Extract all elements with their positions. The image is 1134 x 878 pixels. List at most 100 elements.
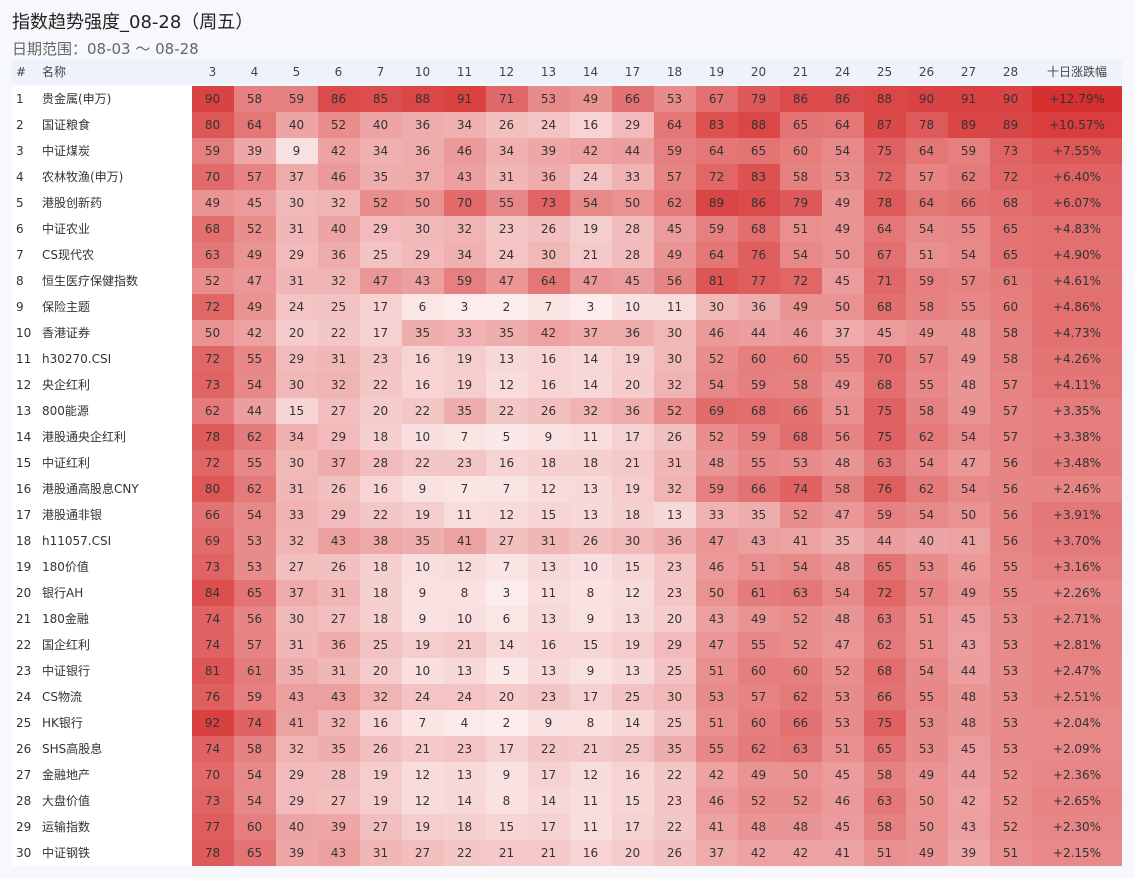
heat-cell: 25 xyxy=(654,710,696,736)
heat-cell: 56 xyxy=(990,528,1032,554)
heat-cell: 31 xyxy=(654,450,696,476)
heat-cell: 42 xyxy=(318,138,360,164)
heat-cell: 36 xyxy=(318,242,360,268)
heat-cell: 49 xyxy=(570,86,612,112)
heat-cell: 64 xyxy=(696,138,738,164)
table-row: 16 港股通高股息CNY 80 62 31 26 16 9 7 7 12 13 19 32 59 66 74 58… xyxy=(12,476,1122,502)
heat-cell: 35 xyxy=(318,736,360,762)
heat-cell: 30 xyxy=(276,606,318,632)
heat-cell: 62 xyxy=(654,190,696,216)
heat-cell: 42 xyxy=(234,320,276,346)
heat-cell: 66 xyxy=(738,476,780,502)
heat-cell: 32 xyxy=(276,528,318,554)
change-cell: +4.61% xyxy=(1032,268,1122,294)
heat-cell: 24 xyxy=(444,684,486,710)
heat-cell: 22 xyxy=(318,320,360,346)
heat-cell: 63 xyxy=(780,736,822,762)
heat-cell: 84 xyxy=(192,580,234,606)
heat-cell: 55 xyxy=(486,190,528,216)
heat-cell: 40 xyxy=(318,216,360,242)
heat-cell: 49 xyxy=(738,762,780,788)
heat-cell: 59 xyxy=(738,372,780,398)
change-cell: +7.55% xyxy=(1032,138,1122,164)
heat-cell: 77 xyxy=(192,814,234,840)
heat-cell: 30 xyxy=(402,216,444,242)
heat-cell: 55 xyxy=(990,580,1032,606)
heat-cell: 64 xyxy=(696,242,738,268)
heat-cell: 12 xyxy=(486,372,528,398)
heat-cell: 29 xyxy=(276,346,318,372)
heat-cell: 51 xyxy=(864,840,906,866)
heat-cell: 54 xyxy=(234,502,276,528)
row-name: 港股通非银 xyxy=(36,502,192,528)
heat-cell: 51 xyxy=(906,632,948,658)
change-cell: +3.38% xyxy=(1032,424,1122,450)
heat-cell: 40 xyxy=(276,112,318,138)
column-header: 7 xyxy=(376,65,385,79)
heat-cell: 39 xyxy=(528,138,570,164)
row-name: 贵金属(申万) xyxy=(36,86,192,112)
heat-cell: 40 xyxy=(360,112,402,138)
heat-cell: 88 xyxy=(402,86,444,112)
heat-cell: 49 xyxy=(822,216,864,242)
heat-cell: 57 xyxy=(654,164,696,190)
row-rank: 29 xyxy=(12,814,36,840)
heat-cell: 17 xyxy=(360,320,402,346)
heat-cell: 16 xyxy=(486,450,528,476)
heat-cell: 62 xyxy=(192,398,234,424)
heat-cell: 52 xyxy=(990,814,1032,840)
change-cell: +3.91% xyxy=(1032,502,1122,528)
heat-cell: 11 xyxy=(654,294,696,320)
heat-cell: 53 xyxy=(990,606,1032,632)
heat-cell: 65 xyxy=(990,242,1032,268)
heat-cell: 64 xyxy=(822,112,864,138)
table-row: 6 中证农业 68 52 31 40 29 30 32 23 26 19 28 45 59 68 51 49 64 5… xyxy=(12,216,1122,242)
heat-cell: 68 xyxy=(864,658,906,684)
heat-cell: 17 xyxy=(528,814,570,840)
heat-cell: 30 xyxy=(654,346,696,372)
heat-cell: 52 xyxy=(696,346,738,372)
heat-cell: 50 xyxy=(780,762,822,788)
heat-cell: 47 xyxy=(360,268,402,294)
heat-cell: 59 xyxy=(276,86,318,112)
heat-cell: 53 xyxy=(990,736,1032,762)
heat-cell: 32 xyxy=(318,710,360,736)
heat-cell: 13 xyxy=(528,658,570,684)
heat-cell: 9 xyxy=(570,658,612,684)
heat-cell: 49 xyxy=(234,242,276,268)
heat-cell: 13 xyxy=(528,554,570,580)
table-row: 19 180价值 73 53 27 26 18 10 12 7 13 10 15 23 46 51 54 48 65… xyxy=(12,554,1122,580)
change-cell: +2.47% xyxy=(1032,658,1122,684)
heat-cell: 12 xyxy=(528,476,570,502)
table-row: 5 港股创新药 49 45 30 32 52 50 70 55 73 54 50 62 89 86 79 49 78… xyxy=(12,190,1122,216)
heat-cell: 64 xyxy=(906,190,948,216)
heat-cell: 67 xyxy=(696,86,738,112)
heat-cell: 21 xyxy=(570,242,612,268)
heat-cell: 60 xyxy=(234,814,276,840)
heat-cell: 52 xyxy=(696,424,738,450)
row-name: 香港证券 xyxy=(36,320,192,346)
heat-cell: 54 xyxy=(234,762,276,788)
heat-cell: 7 xyxy=(486,476,528,502)
heat-cell: 33 xyxy=(612,164,654,190)
heat-cell: 13 xyxy=(570,476,612,502)
heat-cell: 16 xyxy=(528,346,570,372)
heat-cell: 22 xyxy=(402,398,444,424)
heat-cell: 47 xyxy=(486,268,528,294)
column-header: 24 xyxy=(834,65,851,79)
heat-cell: 78 xyxy=(192,840,234,866)
heat-cell: 47 xyxy=(696,528,738,554)
row-name: 港股通高股息CNY xyxy=(36,476,192,502)
heat-cell: 59 xyxy=(906,268,948,294)
heat-cell: 48 xyxy=(948,710,990,736)
heat-cell: 22 xyxy=(402,450,444,476)
heat-cell: 77 xyxy=(738,268,780,294)
heat-cell: 8 xyxy=(444,580,486,606)
heat-cell: 90 xyxy=(906,86,948,112)
column-header: 26 xyxy=(918,65,935,79)
table-row: 22 国企红利 74 57 31 36 25 19 21 14 16 15 19 29 47 55 52 47 62… xyxy=(12,632,1122,658)
heat-cell: 58 xyxy=(906,294,948,320)
heat-cell: 27 xyxy=(318,788,360,814)
heat-cell: 83 xyxy=(738,164,780,190)
heat-cell: 43 xyxy=(444,164,486,190)
